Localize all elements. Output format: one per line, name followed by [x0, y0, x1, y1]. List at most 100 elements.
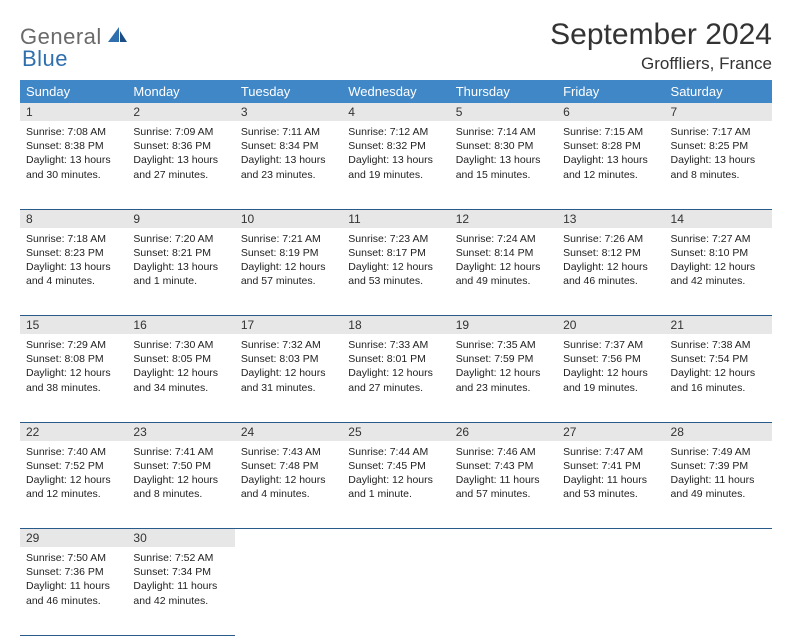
sunset-line: Sunset: 7:48 PM	[241, 459, 336, 473]
sunset-line: Sunset: 7:43 PM	[456, 459, 551, 473]
title-block: September 2024 Groffliers, France	[550, 18, 772, 74]
sunrise-line: Sunrise: 7:52 AM	[133, 551, 228, 565]
day-cell: Sunrise: 7:09 AMSunset: 8:36 PMDaylight:…	[127, 121, 234, 209]
daylight-line: Daylight: 11 hours and 57 minutes.	[456, 473, 551, 501]
daylight-line: Daylight: 11 hours and 53 minutes.	[563, 473, 658, 501]
weekday-header: Wednesday	[342, 80, 449, 103]
sunset-line: Sunset: 8:19 PM	[241, 246, 336, 260]
sunrise-line: Sunrise: 7:17 AM	[671, 125, 766, 139]
sunset-line: Sunset: 8:10 PM	[671, 246, 766, 260]
sunset-line: Sunset: 8:23 PM	[26, 246, 121, 260]
day-number-cell: 29	[20, 529, 127, 548]
sunrise-line: Sunrise: 7:47 AM	[563, 445, 658, 459]
day-number-cell: 8	[20, 209, 127, 228]
sunset-line: Sunset: 8:17 PM	[348, 246, 443, 260]
weekday-header: Tuesday	[235, 80, 342, 103]
sunset-line: Sunset: 8:36 PM	[133, 139, 228, 153]
day-cell: Sunrise: 7:43 AMSunset: 7:48 PMDaylight:…	[235, 441, 342, 529]
sunrise-line: Sunrise: 7:41 AM	[133, 445, 228, 459]
day-number-cell: 19	[450, 316, 557, 335]
sunrise-line: Sunrise: 7:08 AM	[26, 125, 121, 139]
daylight-line: Daylight: 12 hours and 38 minutes.	[26, 366, 121, 394]
day-number-cell	[342, 529, 449, 548]
header: General September 2024 Groffliers, Franc…	[20, 18, 772, 74]
sunrise-line: Sunrise: 7:23 AM	[348, 232, 443, 246]
day-number-cell: 24	[235, 422, 342, 441]
sunset-line: Sunset: 8:28 PM	[563, 139, 658, 153]
day-number-cell: 14	[665, 209, 772, 228]
daylight-line: Daylight: 11 hours and 49 minutes.	[671, 473, 766, 501]
day-cell: Sunrise: 7:14 AMSunset: 8:30 PMDaylight:…	[450, 121, 557, 209]
month-title: September 2024	[550, 18, 772, 52]
day-cell: Sunrise: 7:12 AMSunset: 8:32 PMDaylight:…	[342, 121, 449, 209]
sunrise-line: Sunrise: 7:21 AM	[241, 232, 336, 246]
sunset-line: Sunset: 7:34 PM	[133, 565, 228, 579]
daylight-line: Daylight: 11 hours and 42 minutes.	[133, 579, 228, 607]
day-number-cell: 18	[342, 316, 449, 335]
day-cell: Sunrise: 7:24 AMSunset: 8:14 PMDaylight:…	[450, 228, 557, 316]
day-number-cell: 9	[127, 209, 234, 228]
daylight-line: Daylight: 13 hours and 1 minute.	[133, 260, 228, 288]
sunrise-line: Sunrise: 7:49 AM	[671, 445, 766, 459]
sunrise-line: Sunrise: 7:29 AM	[26, 338, 121, 352]
sunset-line: Sunset: 8:30 PM	[456, 139, 551, 153]
day-number-cell: 22	[20, 422, 127, 441]
daylight-line: Daylight: 13 hours and 4 minutes.	[26, 260, 121, 288]
sunrise-line: Sunrise: 7:44 AM	[348, 445, 443, 459]
weekday-header: Friday	[557, 80, 664, 103]
sunrise-line: Sunrise: 7:12 AM	[348, 125, 443, 139]
day-number-cell: 6	[557, 103, 664, 121]
day-cell: Sunrise: 7:08 AMSunset: 8:38 PMDaylight:…	[20, 121, 127, 209]
day-cell: Sunrise: 7:23 AMSunset: 8:17 PMDaylight:…	[342, 228, 449, 316]
day-number-cell: 11	[342, 209, 449, 228]
sunset-line: Sunset: 8:32 PM	[348, 139, 443, 153]
day-number-cell: 17	[235, 316, 342, 335]
day-cell: Sunrise: 7:15 AMSunset: 8:28 PMDaylight:…	[557, 121, 664, 209]
weekday-header: Thursday	[450, 80, 557, 103]
daylight-line: Daylight: 12 hours and 4 minutes.	[241, 473, 336, 501]
sunrise-line: Sunrise: 7:24 AM	[456, 232, 551, 246]
daylight-line: Daylight: 12 hours and 23 minutes.	[456, 366, 551, 394]
day-cell: Sunrise: 7:11 AMSunset: 8:34 PMDaylight:…	[235, 121, 342, 209]
sunset-line: Sunset: 8:34 PM	[241, 139, 336, 153]
sunrise-line: Sunrise: 7:35 AM	[456, 338, 551, 352]
day-number-cell: 12	[450, 209, 557, 228]
sunrise-line: Sunrise: 7:18 AM	[26, 232, 121, 246]
sunset-line: Sunset: 7:50 PM	[133, 459, 228, 473]
daylight-line: Daylight: 12 hours and 19 minutes.	[563, 366, 658, 394]
day-number-cell: 28	[665, 422, 772, 441]
sunset-line: Sunset: 8:01 PM	[348, 352, 443, 366]
sunset-line: Sunset: 8:25 PM	[671, 139, 766, 153]
sunrise-line: Sunrise: 7:37 AM	[563, 338, 658, 352]
sunset-line: Sunset: 8:12 PM	[563, 246, 658, 260]
sunset-line: Sunset: 7:41 PM	[563, 459, 658, 473]
day-number-cell: 23	[127, 422, 234, 441]
sunrise-line: Sunrise: 7:38 AM	[671, 338, 766, 352]
day-cell: Sunrise: 7:37 AMSunset: 7:56 PMDaylight:…	[557, 334, 664, 422]
day-number-cell	[450, 529, 557, 548]
sunrise-line: Sunrise: 7:50 AM	[26, 551, 121, 565]
day-cell: Sunrise: 7:50 AMSunset: 7:36 PMDaylight:…	[20, 547, 127, 635]
day-cell	[450, 547, 557, 635]
calendar-table: SundayMondayTuesdayWednesdayThursdayFrid…	[20, 80, 772, 636]
day-number-cell: 5	[450, 103, 557, 121]
day-cell: Sunrise: 7:47 AMSunset: 7:41 PMDaylight:…	[557, 441, 664, 529]
daylight-line: Daylight: 12 hours and 16 minutes.	[671, 366, 766, 394]
sunrise-line: Sunrise: 7:40 AM	[26, 445, 121, 459]
day-number-cell: 20	[557, 316, 664, 335]
day-cell: Sunrise: 7:17 AMSunset: 8:25 PMDaylight:…	[665, 121, 772, 209]
logo-text-blue: Blue	[22, 46, 68, 71]
day-cell	[235, 547, 342, 635]
daylight-line: Daylight: 12 hours and 31 minutes.	[241, 366, 336, 394]
day-number-cell: 27	[557, 422, 664, 441]
day-number-cell	[557, 529, 664, 548]
sunrise-line: Sunrise: 7:27 AM	[671, 232, 766, 246]
day-cell: Sunrise: 7:21 AMSunset: 8:19 PMDaylight:…	[235, 228, 342, 316]
day-cell: Sunrise: 7:18 AMSunset: 8:23 PMDaylight:…	[20, 228, 127, 316]
day-number-cell: 16	[127, 316, 234, 335]
day-cell	[665, 547, 772, 635]
day-cell: Sunrise: 7:52 AMSunset: 7:34 PMDaylight:…	[127, 547, 234, 635]
day-number-cell: 21	[665, 316, 772, 335]
sunrise-line: Sunrise: 7:26 AM	[563, 232, 658, 246]
day-cell	[557, 547, 664, 635]
